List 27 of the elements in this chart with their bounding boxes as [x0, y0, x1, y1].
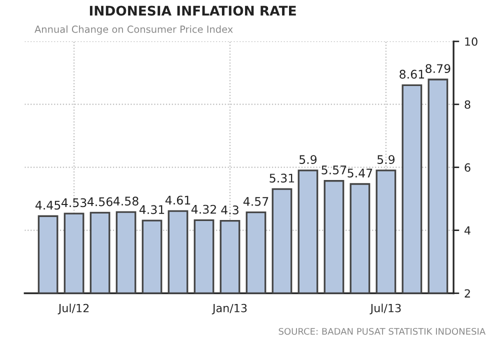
data-label: 4.53 — [61, 198, 86, 208]
chart-subtitle: Annual Change on Consumer Price Index — [34, 25, 233, 35]
data-label: 8.61 — [400, 70, 424, 79]
data-label: 5.9 — [378, 155, 395, 164]
data-label: 5.9 — [300, 155, 317, 164]
y-tick-label: 2 — [464, 289, 470, 298]
data-label: 4.3 — [221, 205, 238, 214]
data-label: 4.56 — [87, 197, 112, 206]
data-label: 4.57 — [243, 197, 268, 206]
data-label: 4.58 — [113, 196, 138, 206]
data-label: 5.57 — [322, 166, 346, 174]
y-tick-label: 6 — [464, 163, 470, 172]
y-tick-label: 10 — [465, 37, 478, 46]
data-label: 4.31 — [139, 205, 164, 214]
source-note: SOURCE: BADAN PUSAT STATISTIK INDONESIA — [278, 328, 486, 335]
x-tick-label: Jul/12 — [58, 304, 89, 314]
data-label: 8.79 — [426, 64, 450, 74]
data-label: 4.32 — [191, 204, 216, 214]
data-label: 5.31 — [270, 174, 294, 183]
data-label: 5.47 — [348, 168, 372, 178]
y-tick-label: 8 — [464, 100, 470, 109]
y-tick-label: 4 — [464, 226, 470, 235]
chart-title: INDONESIA INFLATION RATE — [90, 6, 296, 16]
data-label: 4.45 — [35, 200, 60, 210]
data-label: 4.61 — [165, 196, 190, 205]
x-tick-label: Jul/13 — [370, 304, 401, 314]
x-tick-label: Jan/13 — [212, 304, 247, 314]
